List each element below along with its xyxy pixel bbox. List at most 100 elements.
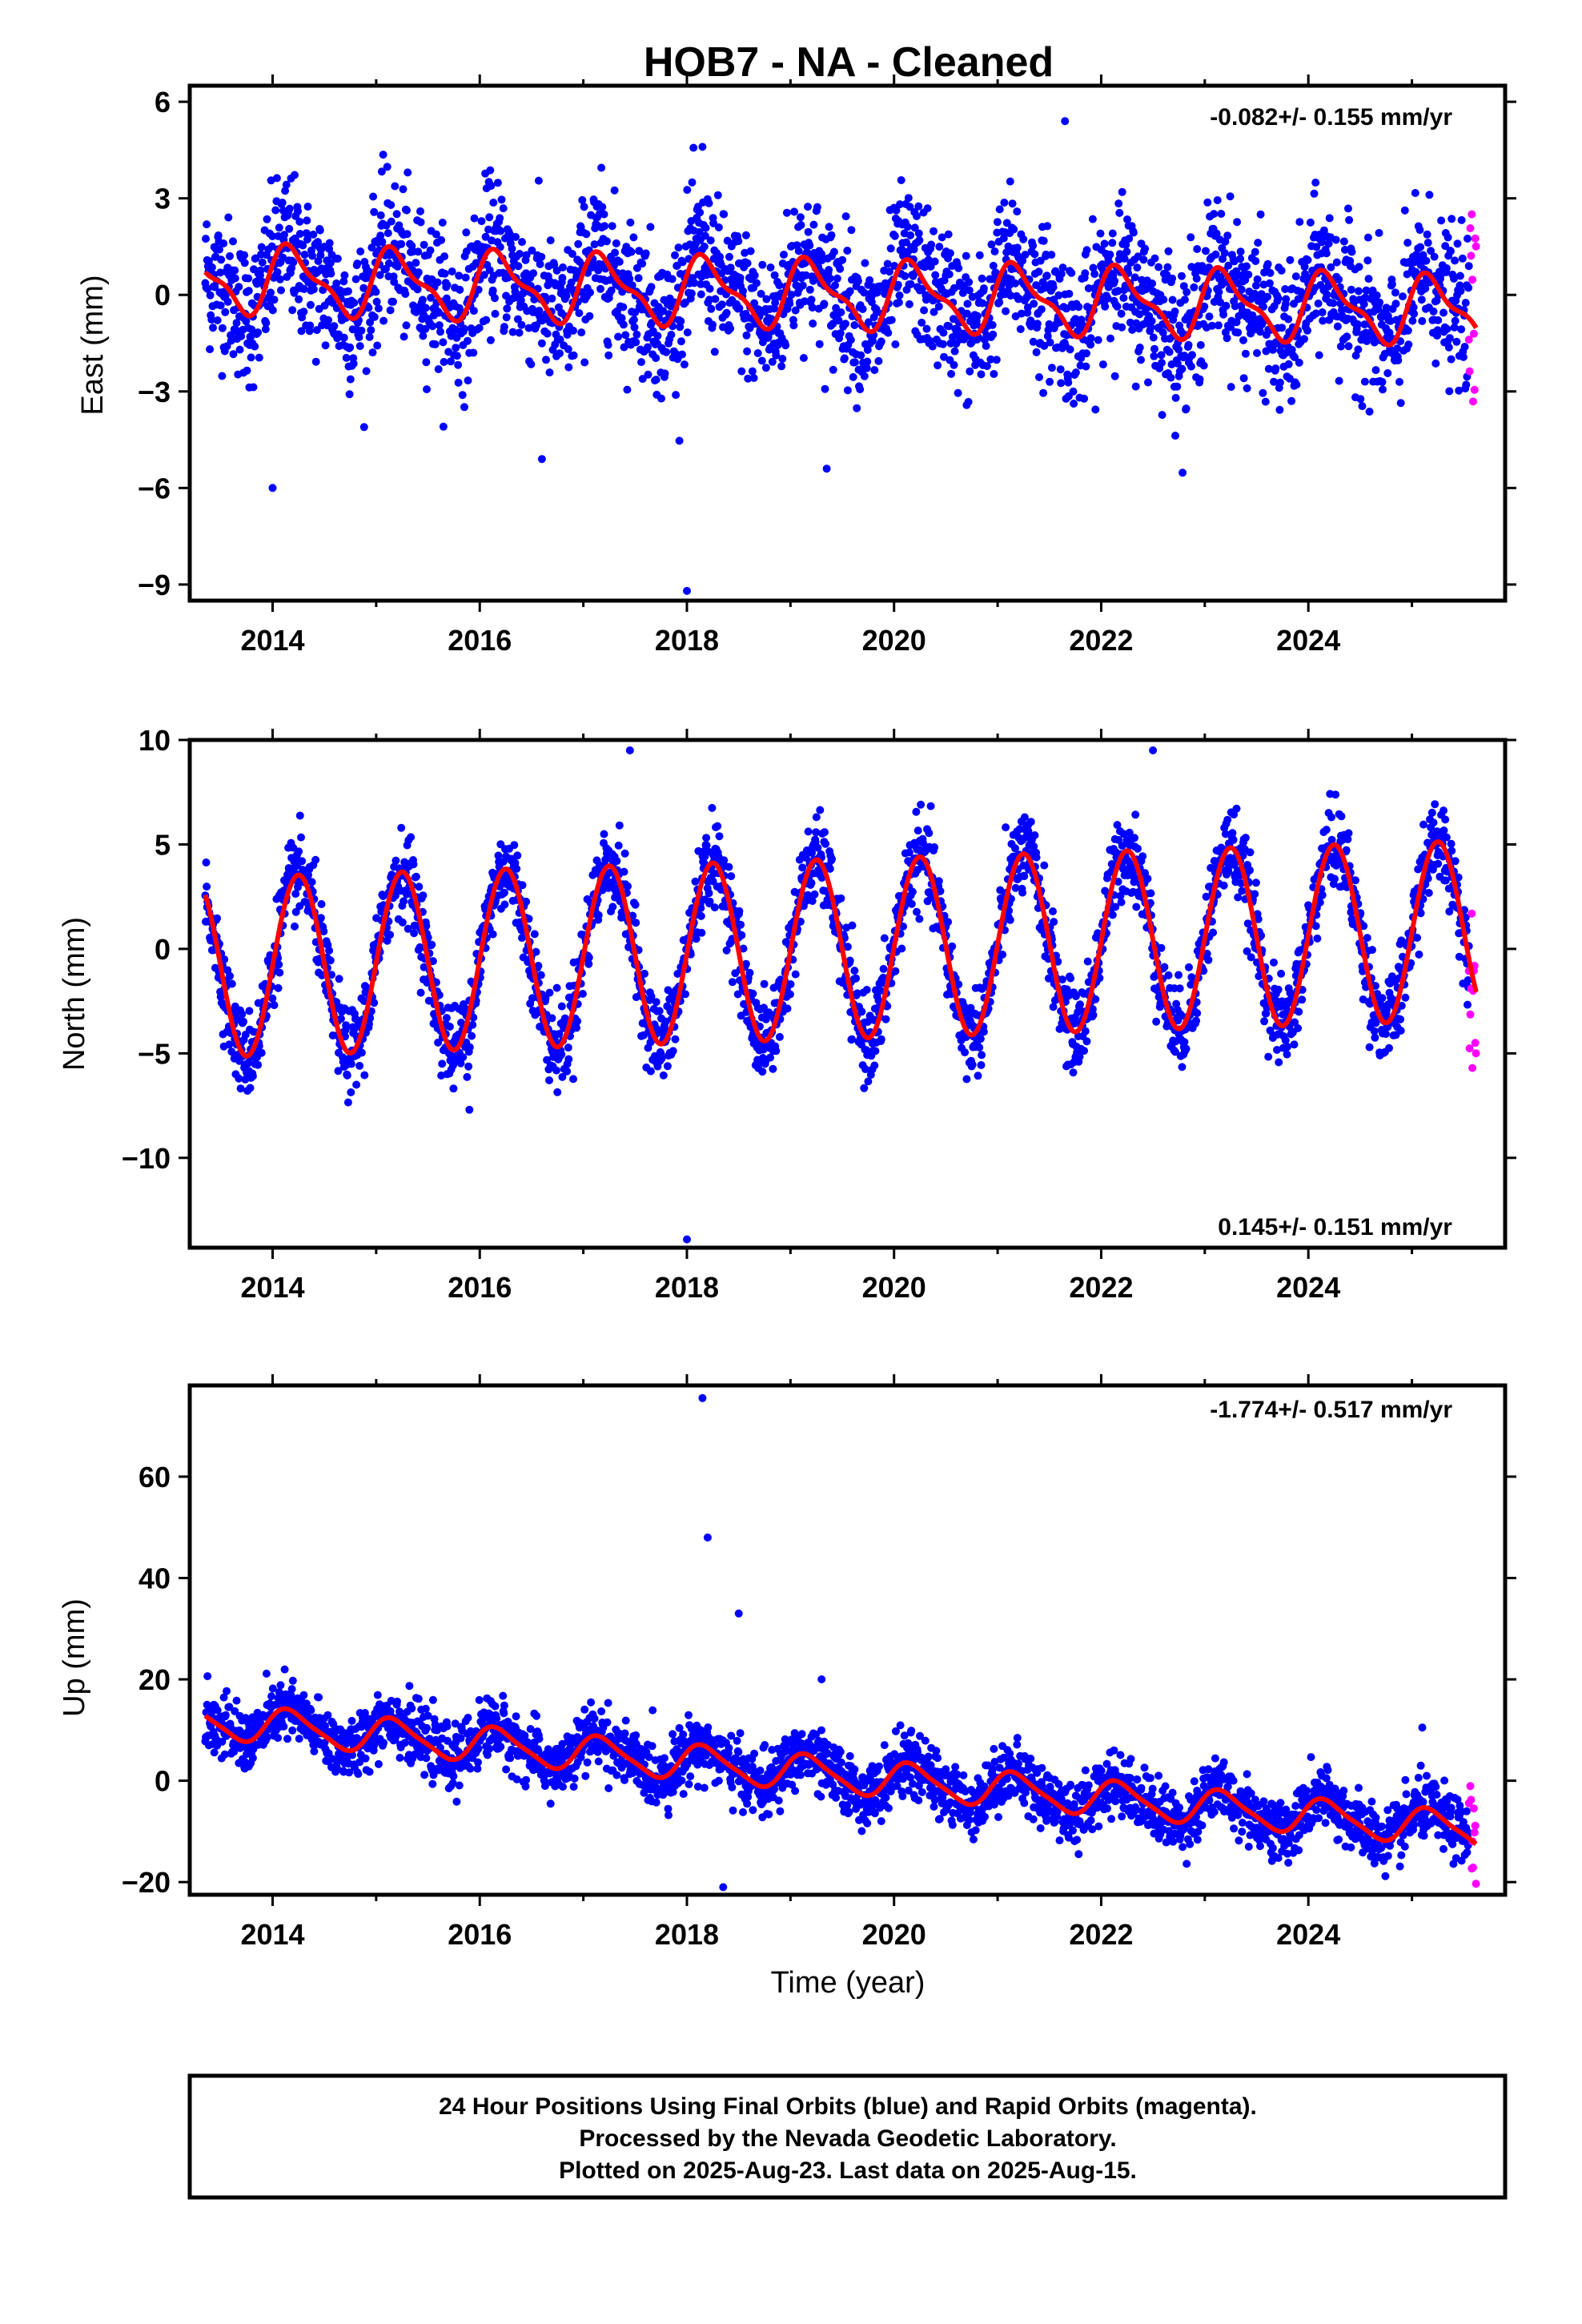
north-point	[785, 990, 794, 999]
east-point	[1071, 368, 1080, 377]
east-point	[1278, 324, 1287, 332]
north-point	[1089, 1011, 1098, 1019]
east-point	[1019, 235, 1028, 243]
north-point	[564, 1055, 573, 1063]
north-point	[1058, 975, 1066, 984]
east-point	[1178, 364, 1186, 373]
east-point	[279, 253, 287, 262]
east-point	[1266, 268, 1275, 277]
north-point	[352, 1080, 361, 1089]
east-point	[1306, 218, 1315, 227]
east-point	[1264, 364, 1273, 373]
north-point	[860, 1084, 869, 1092]
east-point	[1227, 383, 1235, 392]
north-point	[500, 900, 509, 909]
east-point	[1277, 266, 1286, 275]
east-point	[923, 204, 932, 213]
east-point	[218, 372, 227, 380]
east-point	[378, 238, 387, 246]
east-point	[421, 304, 430, 312]
east-point	[892, 206, 901, 215]
east-point	[1429, 307, 1438, 316]
east-point	[1359, 300, 1368, 308]
north-point	[600, 830, 608, 838]
east-point	[1182, 287, 1191, 296]
east-point	[1110, 372, 1119, 380]
east-point	[1168, 274, 1177, 283]
east-point	[927, 240, 936, 249]
east-point	[342, 353, 351, 362]
north-point	[357, 1048, 366, 1057]
east-point	[950, 360, 958, 369]
east-point	[1056, 365, 1065, 374]
east-point	[722, 308, 731, 317]
east-point	[1103, 294, 1112, 303]
east-point	[1098, 360, 1107, 369]
east-point	[277, 286, 285, 295]
east-point	[1254, 296, 1263, 305]
north-point	[745, 968, 754, 977]
east-point	[401, 290, 410, 298]
east-point	[1253, 275, 1262, 283]
north-point	[998, 951, 1007, 959]
east-point	[1227, 323, 1235, 332]
north-point	[227, 1047, 236, 1056]
east-point	[709, 320, 717, 329]
east-outlier-point	[1061, 117, 1070, 126]
east-point	[1360, 320, 1369, 329]
east-point	[235, 283, 243, 292]
east-point	[497, 195, 506, 204]
east-point	[840, 354, 849, 363]
north-point	[614, 841, 623, 850]
east-point	[461, 273, 470, 282]
north-point	[628, 911, 637, 920]
east-point	[644, 343, 652, 352]
north-point	[864, 1077, 873, 1086]
east-point	[1119, 294, 1128, 302]
east-point	[455, 271, 464, 280]
east-point	[1355, 287, 1363, 296]
east-point	[1275, 405, 1284, 414]
east-point	[596, 284, 604, 293]
east-point	[1002, 307, 1010, 316]
east-point	[1354, 345, 1363, 354]
east-point	[562, 292, 571, 300]
east-point	[1108, 239, 1117, 247]
east-point	[1164, 247, 1173, 255]
east-point	[480, 271, 488, 279]
north-point	[513, 851, 522, 860]
east-point	[343, 287, 352, 296]
east-point	[817, 250, 825, 259]
east-point	[815, 340, 824, 348]
east-point	[1363, 233, 1372, 242]
east-point	[801, 271, 810, 279]
east-point	[1144, 378, 1152, 387]
east-point	[268, 306, 277, 315]
north-point	[917, 800, 926, 809]
east-point	[299, 308, 308, 316]
east-point	[324, 316, 332, 324]
east-point	[700, 242, 709, 251]
north-point	[469, 1013, 478, 1022]
east-point	[995, 298, 1004, 307]
east-point	[486, 336, 495, 344]
east-point	[481, 232, 490, 241]
east-point	[546, 236, 555, 245]
east-point	[831, 281, 839, 290]
east-point	[1040, 341, 1049, 350]
east-point	[1244, 270, 1253, 279]
east-point	[757, 356, 766, 365]
east-y-tick-label: 0	[155, 279, 171, 312]
east-point	[485, 266, 494, 275]
east-rapid-point	[1466, 224, 1475, 232]
east-point	[1122, 240, 1130, 249]
east-point	[1303, 326, 1311, 335]
east-point	[1011, 279, 1019, 287]
east-point	[1082, 362, 1090, 371]
east-point	[1030, 300, 1038, 308]
east-point	[1120, 254, 1129, 263]
east-point	[485, 213, 494, 222]
east-point	[1450, 323, 1459, 332]
east-rapid-point	[1469, 397, 1477, 406]
north-point	[573, 1017, 582, 1026]
